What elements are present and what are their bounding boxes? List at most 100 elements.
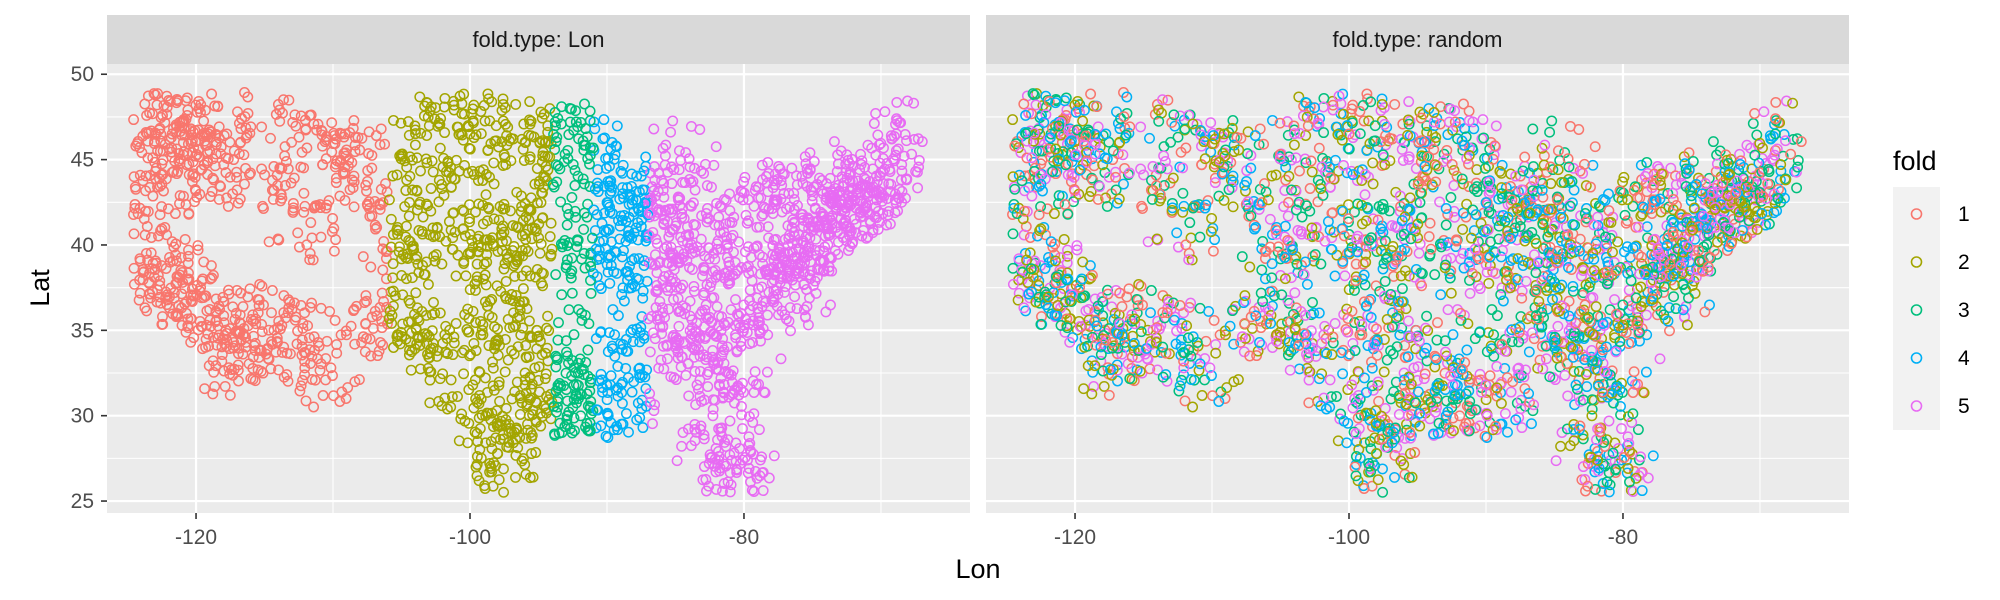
- data-point-fold-4: [640, 151, 652, 163]
- data-point-fold-4: [1337, 368, 1349, 380]
- data-point-fold-1: [1132, 300, 1144, 312]
- data-point-fold-4: [1069, 150, 1081, 162]
- data-point-fold-5: [763, 472, 775, 484]
- data-point-fold-1: [1327, 331, 1339, 343]
- data-point-fold-1: [129, 202, 141, 214]
- data-point-fold-4: [1245, 162, 1257, 174]
- data-point-fold-5: [1132, 351, 1144, 363]
- data-point-fold-5: [658, 191, 670, 203]
- data-point-fold-3: [1095, 349, 1107, 361]
- data-point-fold-2: [508, 260, 520, 272]
- data-point-fold-1: [213, 193, 225, 205]
- data-point-fold-3: [565, 272, 577, 284]
- data-point-fold-1: [302, 320, 314, 332]
- data-point-fold-2: [1100, 192, 1112, 204]
- data-point-fold-4: [611, 120, 623, 132]
- data-point-fold-2: [1283, 344, 1294, 356]
- data-point-fold-2: [1078, 383, 1090, 395]
- data-point-fold-1: [1114, 287, 1126, 299]
- data-point-fold-1: [204, 314, 216, 326]
- data-point-fold-5: [830, 221, 842, 233]
- data-point-fold-2: [437, 161, 449, 173]
- data-point-fold-3: [1071, 124, 1083, 136]
- data-point-fold-5: [823, 261, 835, 273]
- data-point-fold-5: [1339, 270, 1351, 282]
- data-point-fold-2: [488, 240, 499, 252]
- data-point-fold-5: [870, 201, 882, 213]
- data-point-fold-5: [673, 245, 684, 257]
- data-point-fold-1: [128, 171, 140, 183]
- data-point-fold-5: [1161, 163, 1173, 175]
- data-point-fold-5: [789, 291, 801, 303]
- data-point-fold-5: [762, 156, 774, 168]
- data-point-fold-2: [1052, 300, 1064, 311]
- data-point-fold-5: [649, 399, 661, 411]
- data-point-fold-2: [1370, 405, 1382, 417]
- data-point-fold-5: [659, 159, 671, 171]
- data-point-fold-5: [1367, 240, 1378, 252]
- data-point-fold-3: [1369, 120, 1381, 132]
- data-point-fold-2: [1064, 295, 1076, 307]
- data-point-fold-3: [551, 132, 563, 143]
- data-point-fold-3: [1009, 183, 1021, 195]
- data-point-fold-5: [735, 336, 747, 348]
- data-point-fold-2: [413, 225, 425, 236]
- data-point-fold-4: [1045, 236, 1057, 248]
- data-point-fold-1: [218, 296, 230, 308]
- data-point-fold-2: [476, 324, 488, 336]
- data-point-fold-5: [688, 343, 700, 354]
- data-point-fold-1: [234, 317, 245, 329]
- data-point-fold-4: [1300, 96, 1312, 108]
- data-point-fold-2: [498, 486, 510, 498]
- data-point-fold-2: [386, 317, 398, 329]
- data-point-fold-1: [1354, 106, 1366, 117]
- data-point-fold-1: [1343, 213, 1354, 225]
- data-point-fold-2: [546, 243, 558, 255]
- data-point-fold-1: [253, 300, 265, 312]
- data-point-fold-2: [481, 386, 493, 398]
- data-point-fold-5: [746, 275, 758, 287]
- data-point-fold-5: [857, 224, 869, 236]
- data-point-fold-1: [160, 291, 172, 303]
- data-point-fold-5: [1183, 254, 1195, 266]
- data-point-fold-5: [699, 304, 711, 316]
- data-point-fold-2: [498, 463, 509, 475]
- data-point-fold-5: [900, 192, 911, 204]
- data-point-fold-2: [490, 135, 502, 147]
- data-point-fold-5: [1070, 149, 1082, 161]
- data-point-fold-1: [334, 156, 346, 168]
- data-point-fold-5: [695, 420, 707, 432]
- data-point-fold-1: [156, 318, 168, 330]
- data-point-fold-4: [1324, 161, 1335, 173]
- data-point-fold-3: [1357, 100, 1369, 111]
- data-point-fold-2: [1048, 208, 1060, 220]
- data-point-fold-2: [477, 319, 489, 331]
- data-point-fold-4: [1361, 145, 1373, 156]
- data-point-fold-5: [814, 172, 825, 184]
- data-point-fold-2: [452, 391, 463, 402]
- data-point-fold-5: [691, 317, 703, 329]
- data-point-fold-2: [473, 246, 484, 258]
- data-point-fold-2: [427, 166, 439, 178]
- data-point-fold-5: [1341, 326, 1353, 338]
- data-point-fold-1: [278, 94, 289, 106]
- data-point-fold-1: [306, 350, 318, 362]
- data-point-fold-5: [708, 159, 720, 171]
- data-point-fold-5: [662, 166, 674, 178]
- data-point-fold-2: [1279, 273, 1291, 285]
- data-point-fold-1: [228, 336, 240, 348]
- data-point-fold-5: [833, 179, 845, 191]
- data-point-fold-5: [673, 335, 685, 347]
- data-point-fold-2: [1369, 432, 1381, 444]
- data-point-fold-5: [1350, 428, 1362, 440]
- data-point-fold-1: [222, 153, 234, 165]
- data-point-fold-5: [724, 467, 736, 479]
- data-point-fold-5: [864, 175, 876, 187]
- data-point-fold-2: [400, 220, 412, 232]
- data-point-fold-3: [1007, 228, 1019, 240]
- data-point-fold-4: [1228, 338, 1240, 350]
- data-point-fold-1: [1018, 98, 1030, 110]
- data-point-fold-1: [258, 203, 269, 214]
- data-point-fold-5: [768, 450, 780, 462]
- data-point-fold-2: [448, 207, 460, 219]
